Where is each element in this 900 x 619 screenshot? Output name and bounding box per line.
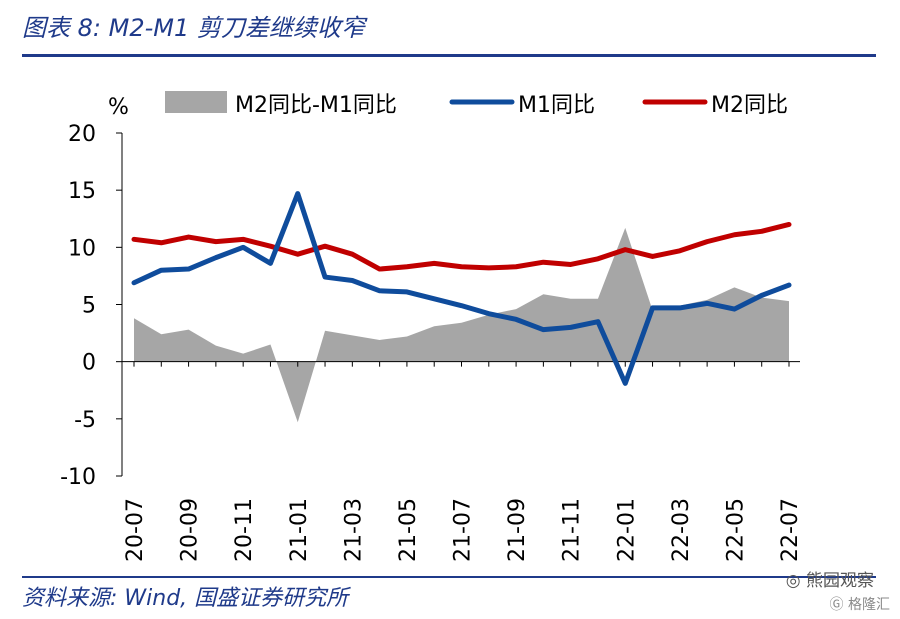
- x-tick-label: 21-03: [341, 498, 366, 562]
- y-tick-label: -5: [74, 408, 96, 433]
- x-tick-label: 20-07: [123, 498, 148, 562]
- x-tick-label: 22-01: [614, 498, 639, 562]
- source-note: 资料来源: Wind, 国盛证券研究所: [22, 586, 349, 611]
- x-tick-label: 21-11: [560, 498, 585, 562]
- line-series-m1: [131, 191, 792, 386]
- title-divider: [22, 54, 876, 57]
- legend-label-m1: M1同比: [518, 93, 595, 118]
- area-series-gap: [134, 227, 789, 423]
- x-tick-label: 20-11: [232, 498, 257, 562]
- y-tick-label: 5: [82, 294, 96, 319]
- y-unit-label: %: [108, 95, 129, 120]
- watermark-logo-icon: Ⓖ: [829, 597, 848, 613]
- y-tick-label: -10: [60, 465, 96, 490]
- watermark-sub-text: 格隆汇: [848, 597, 890, 613]
- x-tick-label: 21-05: [396, 498, 421, 562]
- x-tick-label: 22-05: [723, 498, 748, 562]
- line-series-m2: [131, 221, 792, 272]
- watermark: ◎ 熊园观察: [786, 566, 874, 591]
- y-tick-label: 20: [68, 122, 96, 147]
- x-tick-label: 20-09: [178, 498, 203, 562]
- figure-title: 图表 8: M2-M1 剪刀差继续收窄: [22, 14, 365, 42]
- y-tick-label: 10: [68, 236, 96, 261]
- x-tick-label: 22-07: [778, 498, 803, 562]
- wechat-icon: ◎: [785, 571, 806, 591]
- legend-label-m2: M2同比: [711, 93, 788, 118]
- legend-label-gap: M2同比-M1同比: [235, 93, 397, 118]
- x-tick-label: 22-03: [669, 498, 694, 562]
- source-divider: [22, 576, 876, 578]
- watermark-text: 熊园观察: [806, 571, 874, 591]
- watermark-sub: Ⓖ 格隆汇: [830, 594, 890, 614]
- x-tick-label: 21-07: [451, 498, 476, 562]
- x-tick-label: 21-01: [287, 498, 312, 562]
- x-tick-label: 21-09: [505, 498, 530, 562]
- legend-swatch-gap: [165, 91, 227, 113]
- y-tick-label: 0: [82, 351, 96, 376]
- y-tick-label: 15: [68, 179, 96, 204]
